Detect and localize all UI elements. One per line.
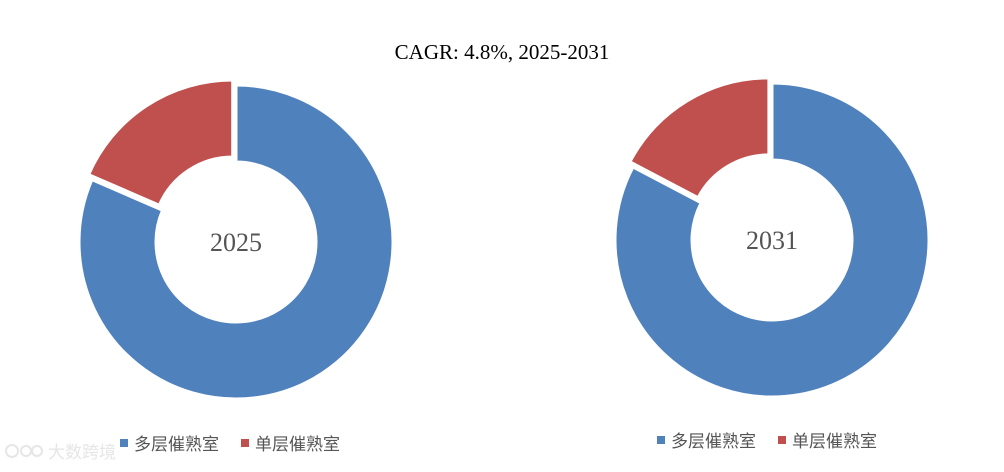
center-label-2025: 2025 — [210, 228, 262, 257]
slice-2025-multi — [77, 83, 395, 401]
slice-2031-single — [627, 76, 771, 200]
legend-label-single-2: 单层催熟室 — [792, 432, 877, 452]
legend-item-multi: 多层催熟室 — [120, 430, 219, 455]
center-label-2031: 2031 — [746, 226, 798, 255]
watermark-text: 大数跨境 — [48, 443, 116, 463]
legend-item-single: 单层催熟室 — [241, 430, 340, 455]
watermark: 大数跨境 — [4, 438, 116, 463]
legend-swatch-single-2 — [778, 435, 786, 444]
slice-2025-single — [86, 78, 235, 208]
legend-label-single: 单层催熟室 — [255, 435, 340, 455]
slice-2031-multi — [613, 81, 931, 399]
legend-right: 多层催熟室 单层催熟室 — [657, 427, 877, 452]
legend-swatch-multi-2 — [657, 435, 665, 444]
legend-item-single-2: 单层催熟室 — [778, 427, 877, 452]
legend-label-multi: 多层催熟室 — [134, 435, 219, 455]
watermark-logo-icon — [5, 443, 43, 458]
legend-item-multi-2: 多层催熟室 — [657, 427, 756, 452]
legend-swatch-multi — [120, 438, 128, 447]
legend-swatch-single — [241, 438, 249, 447]
chart-title: CAGR: 4.8%, 2025-2031 — [394, 40, 610, 64]
legend-left: 多层催熟室 单层催熟室 — [120, 430, 340, 455]
legend-label-multi-2: 多层催熟室 — [671, 432, 756, 452]
